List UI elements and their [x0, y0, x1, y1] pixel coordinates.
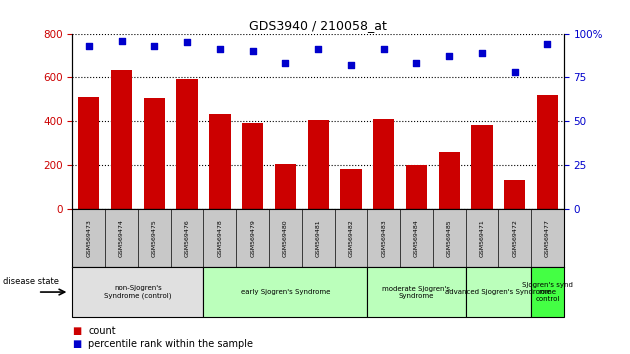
Bar [72, 267, 203, 317]
Title: GDS3940 / 210058_at: GDS3940 / 210058_at [249, 19, 387, 33]
Bar [242, 124, 263, 209]
Text: GSM569484: GSM569484 [414, 219, 419, 257]
Text: GSM569478: GSM569478 [217, 219, 222, 257]
Text: ■: ■ [72, 339, 82, 349]
Text: GSM569475: GSM569475 [152, 219, 157, 257]
Bar [466, 267, 531, 317]
Point [149, 43, 159, 49]
Bar [373, 119, 394, 209]
Bar [78, 97, 100, 209]
Text: GSM569482: GSM569482 [348, 219, 353, 257]
Point [248, 48, 258, 54]
Point [117, 38, 127, 44]
Bar [307, 120, 329, 209]
Bar [209, 114, 231, 209]
Point [510, 69, 520, 75]
Point [84, 43, 94, 49]
Point [215, 47, 225, 52]
Point [313, 47, 323, 52]
Text: GSM569474: GSM569474 [119, 219, 124, 257]
Text: early Sjogren's Syndrome: early Sjogren's Syndrome [241, 289, 330, 295]
Point [411, 61, 421, 66]
Text: GSM569473: GSM569473 [86, 219, 91, 257]
Text: ■: ■ [72, 326, 82, 336]
Text: GSM569472: GSM569472 [512, 219, 517, 257]
Bar [406, 165, 427, 209]
Point [542, 41, 553, 47]
Text: percentile rank within the sample: percentile rank within the sample [88, 339, 253, 349]
Bar [203, 267, 367, 317]
Bar [471, 125, 493, 209]
Point [346, 62, 356, 68]
Bar [367, 267, 466, 317]
Text: disease state: disease state [3, 277, 59, 286]
Point [182, 40, 192, 45]
Bar [438, 152, 460, 209]
Text: moderate Sjogren's
Syndrome: moderate Sjogren's Syndrome [382, 286, 450, 298]
Text: GSM569479: GSM569479 [250, 219, 255, 257]
Bar [504, 181, 525, 209]
Text: count: count [88, 326, 116, 336]
Text: GSM569477: GSM569477 [545, 219, 550, 257]
Text: GSM569471: GSM569471 [479, 219, 484, 257]
Bar [111, 70, 132, 209]
Bar [340, 170, 362, 209]
Bar [176, 79, 198, 209]
Bar [537, 95, 558, 209]
Point [444, 53, 454, 59]
Text: Sjogren's synd
rome
control: Sjogren's synd rome control [522, 282, 573, 302]
Text: non-Sjogren's
Syndrome (control): non-Sjogren's Syndrome (control) [104, 285, 172, 299]
Point [280, 61, 290, 66]
Text: GSM569480: GSM569480 [283, 219, 288, 257]
Text: GSM569481: GSM569481 [316, 219, 321, 257]
Text: GSM569483: GSM569483 [381, 219, 386, 257]
Text: GSM569485: GSM569485 [447, 219, 452, 257]
Point [477, 50, 487, 56]
Bar [531, 267, 564, 317]
Bar [144, 98, 165, 209]
Text: GSM569476: GSM569476 [185, 219, 190, 257]
Bar [275, 164, 296, 209]
Text: advanced Sjogren's Syndrome: advanced Sjogren's Syndrome [445, 289, 551, 295]
Point [379, 47, 389, 52]
